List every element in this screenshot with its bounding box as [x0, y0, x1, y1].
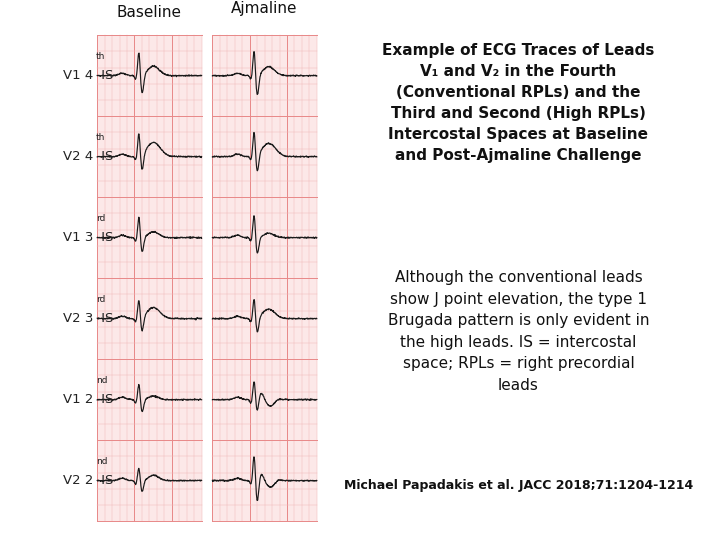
Text: Example of ECG Traces of Leads
V₁ and V₂ in the Fourth
(Conventional RPLs) and t: Example of ECG Traces of Leads V₁ and V₂… [382, 43, 654, 163]
Text: IS: IS [97, 474, 114, 487]
Text: IS: IS [97, 231, 114, 244]
Bar [97, 35, 202, 521]
Text: Baseline: Baseline [117, 5, 182, 20]
Text: th: th [96, 52, 105, 61]
Text: Post
Ajmaline: Post Ajmaline [231, 0, 298, 16]
Text: IS: IS [97, 150, 114, 163]
Text: nd: nd [96, 376, 107, 385]
Text: V2 3: V2 3 [63, 312, 94, 325]
Bar [212, 35, 317, 521]
Text: IS: IS [97, 312, 114, 325]
Text: nd: nd [96, 457, 107, 466]
Text: rd: rd [96, 295, 105, 304]
Text: V1 4: V1 4 [63, 69, 94, 82]
Text: IS: IS [97, 393, 114, 406]
Text: V1 3: V1 3 [63, 231, 94, 244]
Text: IS: IS [97, 69, 114, 82]
Text: V2 4: V2 4 [63, 150, 94, 163]
Text: th: th [96, 133, 105, 142]
Text: rd: rd [96, 214, 105, 223]
Text: Michael Papadakis et al. JACC 2018;71:1204-1214: Michael Papadakis et al. JACC 2018;71:12… [343, 480, 693, 492]
Text: V2 2: V2 2 [63, 474, 94, 487]
Text: V1 2: V1 2 [63, 393, 94, 406]
Text: Although the conventional leads
show J point elevation, the type 1
Brugada patte: Although the conventional leads show J p… [387, 270, 649, 393]
